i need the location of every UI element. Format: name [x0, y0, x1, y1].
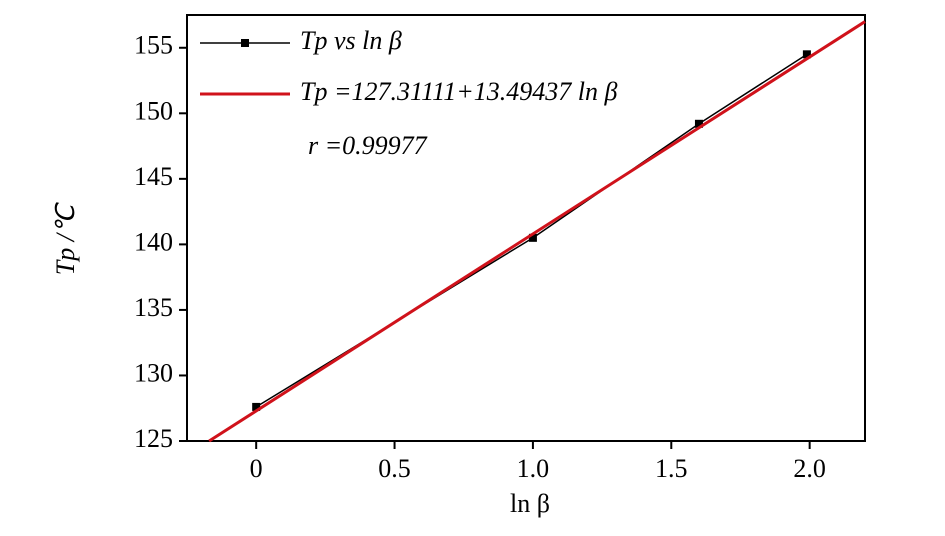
data-point: [252, 402, 261, 411]
x-tick-label: 2.0: [793, 454, 826, 483]
annotation: r =0.99977: [308, 131, 428, 160]
y-tick-label: 135: [134, 293, 173, 322]
y-tick-label: 155: [134, 31, 173, 60]
x-axis-label: ln β: [510, 489, 550, 518]
legend-label: Tp =127.31111+13.49437 ln β: [300, 77, 617, 106]
plot-frame: [186, 14, 866, 442]
x-tick-label: 0: [250, 454, 263, 483]
series-line: [208, 20, 866, 443]
x-tick-label: 0.5: [378, 454, 411, 483]
legend-label: Tp vs ln β: [300, 26, 402, 55]
series-line: [255, 53, 808, 408]
y-tick-label: 125: [134, 424, 173, 453]
y-tick-label: 145: [134, 162, 173, 191]
legend-marker: [241, 39, 249, 47]
y-tick-label: 130: [134, 358, 173, 387]
data-point: [694, 119, 703, 128]
y-tick-label: 140: [134, 227, 173, 256]
data-point: [802, 50, 811, 59]
y-tick-label: 150: [134, 96, 173, 125]
x-tick-label: 1.0: [517, 454, 550, 483]
x-tick-label: 1.5: [655, 454, 688, 483]
y-axis-label: Tp /℃: [51, 202, 80, 275]
data-point: [528, 233, 537, 242]
